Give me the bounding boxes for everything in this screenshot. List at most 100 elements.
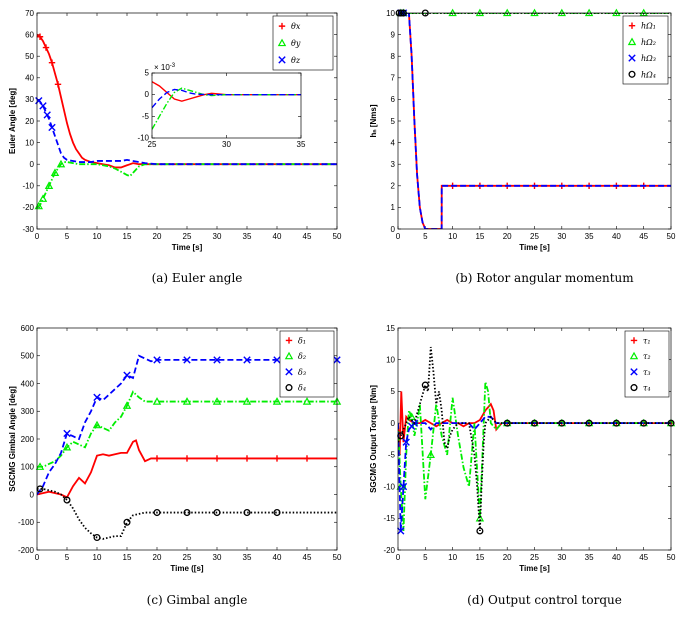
- rotor-ytick-4: 4: [391, 138, 396, 147]
- gimbal-legend: δ₁ δ₂ δ₃ δ₄: [279, 330, 335, 398]
- euler-series-2-marker-2: [43, 111, 51, 119]
- torque-caption: (d) Output control torque: [467, 593, 622, 607]
- gimbal-y-axis-label: SGCMG Gimbal Angle [deg]: [8, 386, 17, 492]
- gimbal-series-3-marker-6: [213, 509, 221, 517]
- rotor-ytick-7: 7: [391, 74, 396, 83]
- gimbal-series-1-marker-1: [62, 442, 72, 451]
- gimbal-legend-label-3: δ₄: [298, 384, 306, 393]
- gimbal-series-3-marker-1: [63, 496, 71, 504]
- euler-xtick-1: 5: [65, 232, 70, 241]
- torque-legend-marker-3: [630, 384, 638, 392]
- rotor-xtick-9: 45: [639, 232, 648, 241]
- gimbal-series-3-marker-2: [93, 533, 101, 542]
- gimbal-ytick-0: -200: [18, 546, 35, 555]
- torque-ytick-4: 0: [391, 419, 396, 428]
- gimbal-series-3: [37, 488, 337, 540]
- torque-ytick-7: 15: [386, 324, 395, 333]
- gimbal-series-2-marker-2: [123, 371, 131, 379]
- gimbal-xtick-2: 10: [93, 553, 102, 562]
- euler-legend-marker-0: [278, 22, 286, 30]
- gimbal-series-0-marker-5: [303, 455, 311, 462]
- gimbal-angle-panel: 0 5 10 15 20 25 30 35 40 45 50 -200 -100 0 100 200 300 40…: [8, 324, 342, 607]
- rotor-xtick-10: 50: [667, 232, 676, 241]
- rotor-ytick-9: 9: [391, 30, 396, 39]
- torque-xtick-5: 25: [530, 553, 539, 562]
- euler-xtick-4: 20: [153, 232, 162, 241]
- torque-series-3-marker-8: [640, 419, 648, 427]
- rotor-legend-label-1: hΩ₂: [641, 38, 656, 47]
- euler-ytick-10: 70: [25, 9, 34, 18]
- gimbal-series-1-marker-4: [152, 397, 162, 405]
- gimbal-series-3-marker-3: [123, 518, 131, 526]
- gimbal-xtick-7: 35: [243, 553, 252, 562]
- torque-xtick-1: 5: [423, 553, 428, 562]
- gimbal-xtick-1: 5: [65, 553, 70, 562]
- euler-inset-xtick-2: 35: [297, 140, 306, 149]
- torque-series-3-marker-5: [558, 419, 566, 427]
- euler-series-2: [37, 98, 337, 166]
- rotor-ytick-2: 2: [391, 182, 396, 191]
- euler-series-0-marker-3: [54, 81, 62, 88]
- gimbal-x-axis-label: Time ([s]: [170, 564, 204, 573]
- euler-xtick-3: 15: [123, 232, 132, 241]
- torque-legend-label-3: τ₄: [643, 384, 651, 393]
- rotor-ytick-0: 0: [391, 225, 396, 234]
- euler-ytick-1: -20: [22, 203, 34, 212]
- torque-legend-label-0: τ₁: [643, 336, 651, 345]
- torque-y-axis-label: SGCMG Output Torque [Nm]: [369, 385, 378, 493]
- euler-series-1-marker-1: [38, 194, 48, 202]
- gimbal-series-1-marker-0: [35, 462, 45, 470]
- rotor-series-2: [398, 13, 671, 229]
- gimbal-xtick-5: 25: [183, 553, 192, 562]
- gimbal-ytick-4: 200: [21, 435, 35, 444]
- torque-xtick-2: 10: [448, 553, 457, 562]
- gimbal-ytick-5: 300: [21, 407, 35, 416]
- gimbal-series-0-marker-3: [243, 455, 251, 462]
- euler-xtick-9: 45: [303, 232, 312, 241]
- gimbal-series-1-marker-8: [272, 397, 282, 405]
- euler-inset-xtick-0: 25: [148, 140, 157, 149]
- euler-series-0-marker-1: [42, 44, 50, 51]
- euler-y-axis-label: Euler Angle [deg]: [8, 88, 17, 154]
- rotor-ytick-10: 10: [386, 9, 395, 18]
- torque-series-3-marker-3: [503, 419, 511, 427]
- torque-ytick-5: 5: [391, 387, 396, 396]
- gimbal-series-2-marker-1: [93, 393, 101, 402]
- gimbal-legend-marker-3: [285, 384, 293, 392]
- euler-inset-ytick-3: 5: [145, 68, 150, 77]
- gimbal-ytick-6: 400: [21, 379, 35, 388]
- euler-legend-marker-2: [278, 56, 286, 64]
- torque-legend-label-2: τ₃: [643, 368, 651, 377]
- euler-legend-marker-1: [277, 38, 287, 47]
- gimbal-series-3-marker-7: [243, 509, 251, 517]
- euler-series-1-marker-2: [44, 181, 54, 189]
- rotor-x-axis-label: Time [s]: [519, 243, 550, 252]
- rotor-legend-label-2: hΩ₃: [641, 54, 656, 63]
- torque-xtick-8: 40: [612, 553, 621, 562]
- torque-xtick-6: 30: [557, 553, 566, 562]
- torque-legend-label-1: τ₂: [643, 352, 651, 361]
- gimbal-xtick-3: 15: [123, 553, 132, 562]
- gimbal-xtick-6: 30: [213, 553, 222, 562]
- gimbal-xtick-8: 40: [273, 553, 282, 562]
- euler-xtick-6: 30: [213, 232, 222, 241]
- torque-series-1-marker-1: [407, 412, 416, 420]
- euler-legend: θx θy θz: [272, 15, 334, 71]
- torque-series-2-marker-2: [402, 438, 410, 446]
- euler-ytick-8: 50: [25, 52, 34, 61]
- gimbal-series-1-marker-3: [122, 401, 132, 409]
- gimbal-ytick-1: -100: [18, 518, 35, 527]
- torque-xtick-9: 45: [639, 553, 648, 562]
- torque-legend-marker-2: [630, 368, 638, 376]
- torque-series-2-marker-0: [397, 527, 405, 535]
- gimbal-legend-label-2: δ₃: [298, 368, 306, 377]
- torque-series-3-marker-4: [530, 419, 539, 427]
- rotor-xtick-7: 35: [585, 232, 594, 241]
- euler-inset-xtick-1: 30: [222, 140, 231, 149]
- torque-xtick-4: 20: [503, 553, 512, 562]
- rotor-legend-label-3: hΩ₄: [641, 70, 656, 79]
- torque-ytick-2: -10: [383, 482, 395, 491]
- rotor-xtick-4: 20: [503, 232, 512, 241]
- torque-legend-marker-1: [629, 351, 639, 360]
